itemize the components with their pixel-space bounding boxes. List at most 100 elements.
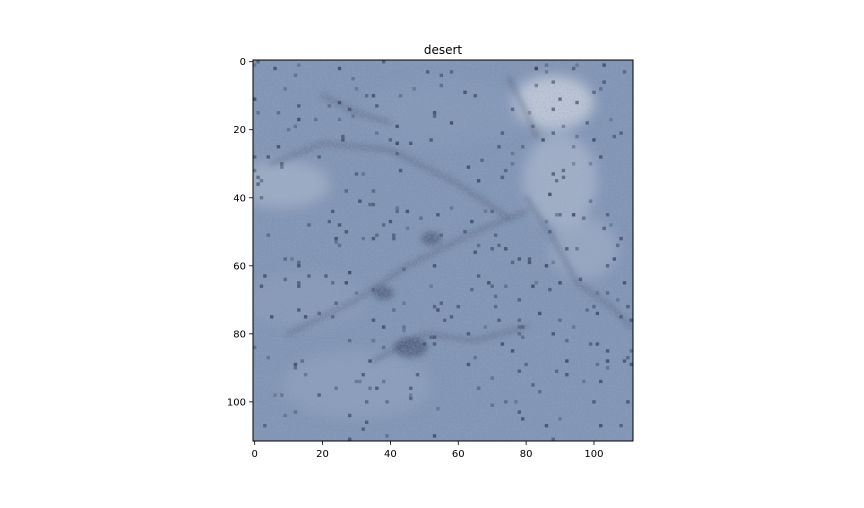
speck xyxy=(599,87,603,91)
speck xyxy=(371,236,376,241)
speck xyxy=(599,423,603,428)
speck xyxy=(415,372,420,377)
speck xyxy=(405,209,410,214)
speck xyxy=(622,281,627,285)
speck xyxy=(575,100,579,105)
speck xyxy=(303,315,308,319)
speck xyxy=(337,117,342,122)
speck xyxy=(334,301,338,305)
speck xyxy=(575,134,579,139)
y-tick-label: 60 xyxy=(233,261,246,272)
speck xyxy=(392,308,396,312)
speck xyxy=(303,372,308,377)
speck xyxy=(534,281,538,285)
speck xyxy=(375,233,379,237)
y-tick-label: 80 xyxy=(233,329,246,340)
x-tick-label: 0 xyxy=(252,449,258,460)
speck xyxy=(280,162,284,166)
speck xyxy=(449,206,454,210)
speck xyxy=(500,131,505,135)
speck xyxy=(473,250,477,254)
speck xyxy=(510,349,515,353)
speck xyxy=(256,60,260,64)
speck xyxy=(561,168,566,173)
speck xyxy=(402,267,406,271)
speck xyxy=(466,165,471,169)
speck xyxy=(592,400,596,404)
image-grain xyxy=(253,60,633,441)
speck xyxy=(314,117,318,122)
speck xyxy=(371,189,376,193)
speck xyxy=(609,223,613,227)
speck xyxy=(544,264,549,268)
speck xyxy=(599,379,603,384)
speck xyxy=(280,393,284,397)
speck xyxy=(256,182,260,186)
speck xyxy=(439,233,443,237)
speck xyxy=(470,219,474,224)
speck xyxy=(429,335,433,339)
speck xyxy=(487,281,491,285)
speck xyxy=(344,230,348,234)
speck xyxy=(619,236,623,241)
speck xyxy=(348,413,352,418)
speck xyxy=(293,366,298,370)
speck xyxy=(558,97,562,101)
speck xyxy=(619,423,623,428)
speck xyxy=(432,304,437,309)
speck xyxy=(602,226,606,231)
speck xyxy=(548,230,552,234)
speck xyxy=(283,87,287,91)
speck xyxy=(375,131,379,135)
speck xyxy=(605,359,610,363)
y-tick-label: 100 xyxy=(227,397,246,408)
speck xyxy=(293,362,298,367)
speck xyxy=(395,141,399,146)
speck xyxy=(253,345,257,350)
speck xyxy=(551,172,555,176)
speck xyxy=(337,100,342,105)
speck xyxy=(565,359,569,363)
speck xyxy=(521,417,525,421)
speck xyxy=(483,209,488,214)
speck xyxy=(493,294,498,299)
speck xyxy=(500,175,505,180)
speck xyxy=(266,355,270,360)
speck xyxy=(354,291,359,295)
speck xyxy=(432,114,437,118)
speck xyxy=(476,243,481,248)
speck xyxy=(348,437,352,441)
speck xyxy=(348,270,352,275)
speck xyxy=(297,284,301,288)
speck xyxy=(544,63,549,67)
speck xyxy=(521,145,525,149)
y-axis: 0 20 40 60 80 100 xyxy=(227,57,253,408)
speck xyxy=(554,213,559,217)
x-tick-label: 60 xyxy=(452,449,465,460)
speck xyxy=(358,199,362,203)
speck xyxy=(575,63,579,67)
speck xyxy=(388,138,393,142)
speck xyxy=(538,311,542,316)
speck xyxy=(541,138,545,142)
speck xyxy=(297,104,301,108)
speck xyxy=(571,162,576,166)
speck xyxy=(588,199,593,203)
speck xyxy=(551,260,555,265)
speck xyxy=(334,240,338,244)
speck xyxy=(392,236,396,241)
speck xyxy=(612,257,617,261)
speck xyxy=(626,355,630,360)
speck xyxy=(521,335,525,339)
x-axis: 0 20 40 60 80 100 xyxy=(252,441,604,460)
speck xyxy=(531,383,535,387)
speck xyxy=(286,128,291,132)
speck xyxy=(497,145,501,149)
speck xyxy=(544,70,549,74)
speck xyxy=(351,77,355,81)
speck xyxy=(429,138,433,142)
speck xyxy=(327,219,332,224)
speck xyxy=(629,349,633,353)
speck xyxy=(582,379,586,384)
